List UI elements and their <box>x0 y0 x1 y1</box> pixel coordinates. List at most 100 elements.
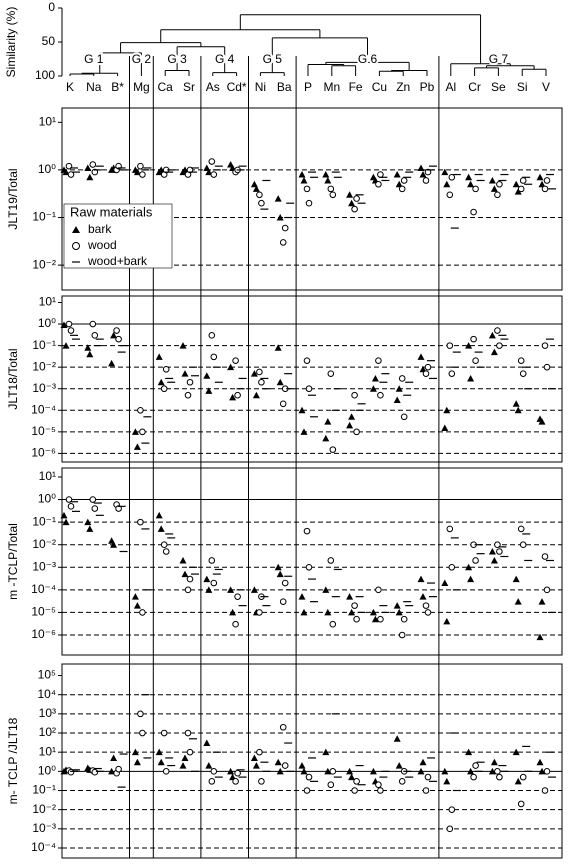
point-wood <box>329 446 337 453</box>
point-bark <box>346 767 354 775</box>
point-bark <box>538 180 546 188</box>
category-label: Se <box>491 80 506 94</box>
point-bark <box>276 767 284 775</box>
point-bark <box>250 180 258 188</box>
point-wood <box>258 378 265 386</box>
point-bark <box>536 633 544 641</box>
point-wood <box>256 609 263 616</box>
point-wood <box>424 609 432 616</box>
y-tick-label: 10¹ <box>39 114 56 128</box>
point-bark <box>490 758 498 766</box>
point-bark <box>86 350 94 358</box>
y-tick-label: 10⁵ <box>38 668 56 682</box>
point-wood <box>353 778 360 785</box>
category-label: B* <box>111 80 124 94</box>
group-label: G 2 <box>132 52 152 66</box>
point-bark <box>441 168 449 176</box>
point-wood <box>139 171 146 178</box>
point-wood <box>517 800 525 808</box>
y-tick-label: 10⁻³ <box>32 381 56 395</box>
point-wood <box>472 557 479 564</box>
point-bark <box>227 767 235 775</box>
point-wood <box>305 199 313 207</box>
point-bark <box>490 556 498 564</box>
y-tick-label: 10⁻² <box>32 537 56 551</box>
point-wood <box>400 177 408 184</box>
point-bark <box>324 608 332 616</box>
category-label: Cd* <box>227 80 247 94</box>
point-wood <box>446 191 454 199</box>
point-bark <box>369 767 377 775</box>
point-wood <box>115 335 122 343</box>
y-axis-label: JLT19/Total <box>6 168 20 229</box>
point-bark <box>371 374 379 382</box>
y-tick-label: 10⁻² <box>32 802 56 816</box>
point-bark <box>514 777 522 785</box>
point-wood <box>398 185 406 193</box>
panel-frame <box>61 295 563 463</box>
point-bark <box>181 370 189 377</box>
point-wood <box>353 195 360 202</box>
point-wood <box>353 428 360 436</box>
point-bark <box>395 385 403 392</box>
point-wood <box>422 602 430 609</box>
point-wood <box>517 185 525 193</box>
point-bark <box>324 767 332 775</box>
point-bark <box>157 166 165 173</box>
point-wood <box>400 413 408 421</box>
point-bark <box>179 762 187 769</box>
point-wood <box>65 496 73 503</box>
point-bark <box>274 563 282 571</box>
point-bark <box>488 331 496 339</box>
point-bark <box>395 608 403 616</box>
point-wood <box>517 525 525 533</box>
point-wood <box>89 320 97 328</box>
point-wood <box>472 185 479 193</box>
point-bark <box>203 739 211 747</box>
point-wood <box>139 609 146 616</box>
point-bark <box>300 608 308 616</box>
group-label: G 7 <box>489 52 509 66</box>
point-wood <box>424 363 432 371</box>
point-wood <box>541 553 549 560</box>
point-bark <box>346 593 354 600</box>
point-wood <box>160 729 168 737</box>
point-wood <box>375 357 382 364</box>
group-label: G 3 <box>167 52 187 66</box>
point-wood <box>494 768 501 775</box>
point-wood <box>375 180 382 188</box>
point-bark <box>322 171 330 178</box>
point-bark <box>155 511 163 519</box>
point-wood <box>543 768 551 775</box>
legend-label: wood <box>87 238 117 252</box>
y-tick-label: 10² <box>39 725 56 739</box>
point-bark <box>86 525 94 532</box>
point-bark <box>417 164 425 171</box>
point-bark <box>227 363 235 371</box>
y-tick-label: 10⁻² <box>32 257 56 271</box>
point-bark <box>181 570 189 578</box>
point-wood <box>256 191 263 199</box>
point-wood <box>256 748 263 756</box>
point-wood <box>184 391 192 399</box>
point-wood <box>115 505 122 512</box>
point-wood <box>139 428 146 436</box>
point-wood <box>281 579 289 587</box>
point-bark <box>488 767 496 775</box>
point-bark <box>252 185 260 192</box>
point-bark <box>348 773 356 781</box>
point-wood <box>232 357 239 364</box>
point-bark <box>133 758 141 766</box>
y-tick-label: 10⁴ <box>37 687 56 701</box>
point-bark <box>467 180 475 188</box>
point-bark <box>322 434 330 442</box>
point-wood <box>184 586 192 594</box>
point-wood <box>375 586 382 594</box>
point-wood <box>89 496 97 503</box>
point-wood <box>89 161 97 168</box>
point-bark <box>252 762 260 769</box>
point-wood <box>232 620 239 628</box>
point-bark <box>300 176 308 184</box>
point-bark <box>441 579 449 587</box>
